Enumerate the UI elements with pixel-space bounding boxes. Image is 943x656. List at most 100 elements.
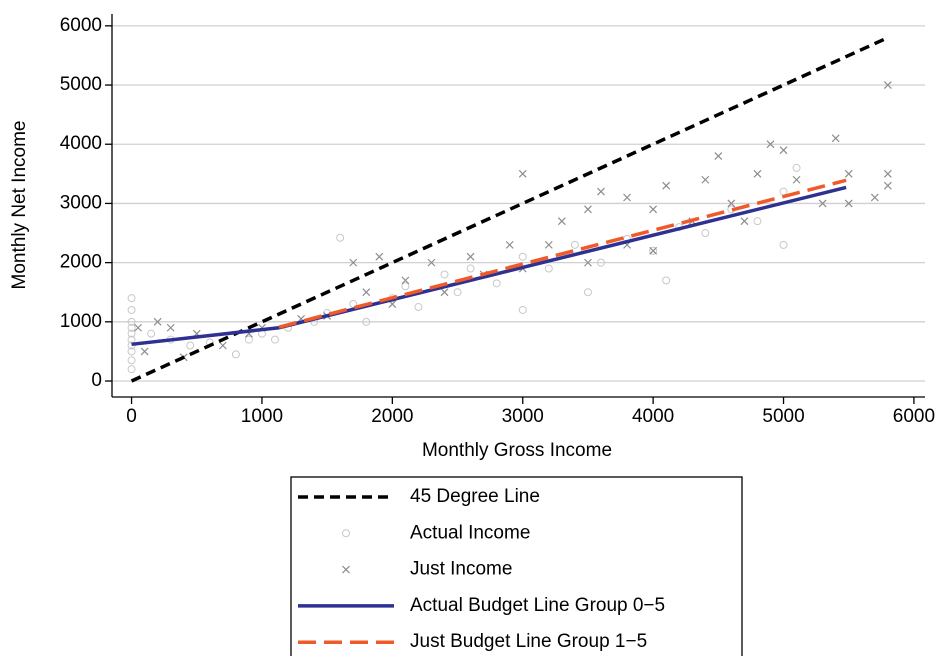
- x-tick-label: 0: [126, 406, 137, 427]
- line: [130, 36, 889, 383]
- y-tick-label: 0: [91, 370, 102, 391]
- x-tick-label: 5000: [762, 406, 804, 427]
- legend-label: Actual Income: [410, 522, 530, 543]
- legend-box: [290, 476, 743, 656]
- point: [883, 81, 892, 89]
- point: [831, 134, 840, 143]
- line: [131, 185, 847, 347]
- y-tick-label: 5000: [60, 74, 102, 95]
- point: [186, 341, 195, 350]
- point: [127, 317, 136, 326]
- point: [544, 264, 553, 273]
- y-tick-label: 2000: [60, 252, 102, 273]
- point: [127, 294, 136, 303]
- point: [492, 279, 501, 288]
- point: [662, 276, 671, 285]
- point: [649, 205, 658, 214]
- point: [818, 199, 827, 208]
- point: [662, 181, 671, 190]
- legend-label: 45 Degree Line: [410, 486, 540, 507]
- legend-label: Just Budget Line Group 1−5: [410, 631, 647, 652]
- point: [701, 175, 710, 184]
- point: [753, 217, 762, 226]
- point: [623, 193, 631, 202]
- point: [597, 187, 605, 196]
- point: [147, 329, 156, 338]
- point: [844, 199, 853, 208]
- x-tick-label: 6000: [893, 406, 935, 427]
- point: [870, 193, 879, 202]
- line: [278, 178, 847, 329]
- legend-swatch: [342, 565, 350, 574]
- point: [140, 347, 149, 356]
- x-tick-label: 3000: [502, 406, 544, 427]
- point: [218, 341, 227, 350]
- point: [336, 233, 345, 242]
- point: [453, 288, 462, 297]
- point: [701, 229, 710, 238]
- point: [375, 252, 384, 261]
- point: [649, 246, 658, 255]
- point: [779, 187, 788, 196]
- x-tick-label: 2000: [371, 406, 413, 427]
- x-axis-label: Monthly Gross Income: [422, 440, 612, 461]
- point: [349, 258, 358, 267]
- point: [127, 305, 136, 314]
- point: [779, 146, 788, 155]
- point: [727, 199, 736, 208]
- point: [127, 365, 136, 374]
- y-tick-label: 6000: [60, 15, 102, 36]
- x-tick-label: 1000: [241, 406, 283, 427]
- point: [401, 282, 410, 291]
- point: [883, 169, 892, 178]
- point: [127, 356, 136, 365]
- y-tick-label: 4000: [60, 133, 102, 154]
- legend-swatch: [342, 529, 350, 538]
- point: [649, 246, 658, 255]
- legend-label: Actual Budget Line Group 0−5: [410, 595, 665, 616]
- point: [583, 288, 592, 297]
- point: [584, 258, 592, 267]
- point: [753, 169, 762, 178]
- point: [505, 240, 514, 249]
- point: [792, 163, 801, 172]
- point: [544, 240, 553, 249]
- point: [714, 152, 723, 160]
- point: [466, 252, 475, 261]
- point: [127, 323, 136, 332]
- point: [134, 323, 143, 332]
- point: [127, 347, 136, 356]
- point: [792, 175, 801, 184]
- point: [231, 350, 240, 359]
- point: [740, 217, 749, 226]
- point: [401, 276, 410, 285]
- point: [883, 181, 892, 190]
- point: [427, 258, 436, 267]
- point: [440, 270, 449, 279]
- point: [779, 240, 788, 249]
- point: [362, 317, 371, 326]
- point: [518, 252, 527, 261]
- point: [414, 303, 423, 312]
- point: [557, 217, 566, 226]
- point: [584, 205, 592, 214]
- point: [127, 329, 136, 338]
- point: [362, 288, 371, 297]
- point: [440, 288, 449, 297]
- y-axis-label: Monthly Net Income: [9, 121, 30, 290]
- point: [518, 305, 527, 314]
- point: [153, 317, 162, 326]
- point: [244, 335, 253, 344]
- point: [518, 169, 527, 178]
- point: [466, 264, 475, 273]
- point: [570, 240, 579, 249]
- point: [270, 335, 279, 344]
- point: [166, 323, 175, 332]
- point: [766, 140, 775, 149]
- y-tick-label: 1000: [60, 311, 102, 332]
- x-tick-label: 4000: [632, 406, 674, 427]
- point: [844, 169, 853, 178]
- point: [596, 258, 605, 267]
